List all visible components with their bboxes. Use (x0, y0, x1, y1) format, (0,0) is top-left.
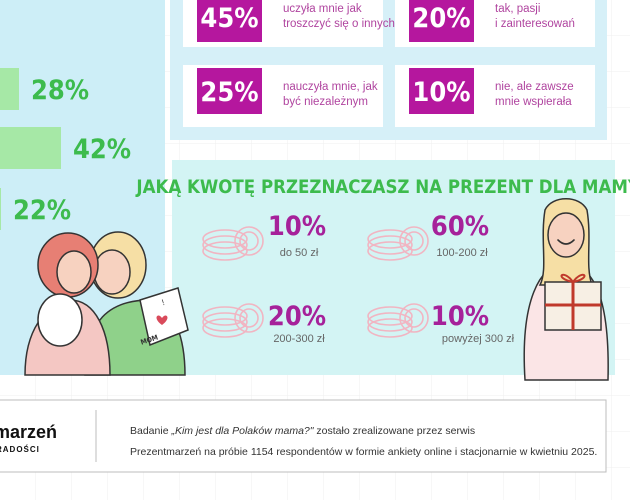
amount-percent: 10% (268, 211, 326, 242)
card-text: tak, pasji (495, 3, 540, 15)
amount-range: powyżej 300 zł (442, 333, 515, 345)
bar (0, 188, 1, 230)
amount-percent: 60% (431, 211, 489, 242)
amount-range: 100-200 zł (436, 247, 488, 259)
card-percent: 25% (200, 77, 258, 108)
amount-title: JAKĄ KWOTĘ PRZEZNACZASZ NA PREZENT DLA M… (135, 177, 630, 198)
card-percent: 45% (200, 3, 258, 34)
footer-line-1: Badanie „Kim jest dla Polaków mama?" zos… (130, 425, 475, 437)
card-percent: 10% (412, 77, 470, 108)
bar (0, 68, 19, 110)
card-text: uczyła mnie jak (283, 3, 362, 15)
infographic: JAKĄ KWOTĘ PRZEZNACZASZ NA PREZENT DLA M… (0, 0, 630, 500)
bar (0, 127, 61, 169)
bar-label: 28% (31, 75, 89, 106)
card-text: nie, ale zawsze (495, 81, 574, 93)
amount-range: do 50 zł (280, 247, 319, 259)
bar-label: 42% (73, 134, 131, 165)
footer-title: „Kim jest dla Polaków mama?" (170, 425, 314, 437)
footer-text: Badanie (130, 425, 171, 437)
amount-percent: 20% (268, 301, 326, 332)
footer-line-2: Prezentmarzeń na próbie 1154 respondentó… (130, 446, 597, 458)
card-text: nauczyła mnie, jak (283, 81, 378, 93)
logo-sub: RADOŚCI (0, 445, 40, 454)
page: JAKĄ KWOTĘ PRZEZNACZASZ NA PREZENT DLA M… (0, 0, 630, 500)
card-text: mnie wspierała (495, 96, 572, 108)
card-text: troszczyć się o innych (283, 18, 395, 30)
amount-range: 200-300 zł (273, 333, 325, 345)
amount-percent: 10% (431, 301, 489, 332)
logo: marzeń (0, 422, 57, 442)
card-text: i zainteresowań (495, 18, 575, 30)
bar-label: 22% (13, 195, 71, 226)
card-percent: 20% (412, 3, 470, 34)
footer-text: zostało zrealizowane przez serwis (313, 425, 475, 437)
card-text: być niezależnym (283, 96, 368, 108)
